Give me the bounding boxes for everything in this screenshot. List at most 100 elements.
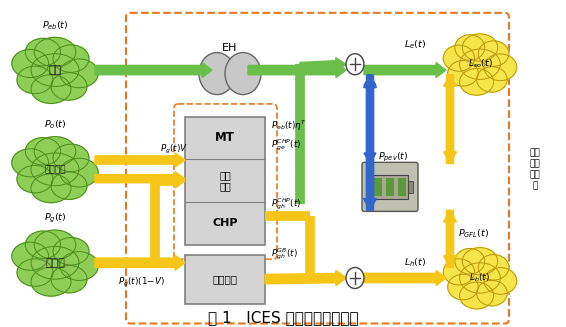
Text: $P_g(t)V$: $P_g(t)V$ [160, 143, 188, 156]
FancyBboxPatch shape [398, 178, 406, 196]
FancyArrow shape [364, 270, 446, 285]
FancyBboxPatch shape [185, 255, 265, 304]
Text: $P_{eb}(t)$: $P_{eb}(t)$ [42, 19, 68, 32]
Text: 补燃燃油: 补燃燃油 [44, 165, 66, 174]
Text: $P_{GFL}(t)$: $P_{GFL}(t)$ [458, 227, 489, 240]
Text: $L_{eo}(t)$: $L_{eo}(t)$ [468, 58, 492, 71]
FancyArrow shape [444, 75, 457, 164]
Ellipse shape [455, 35, 484, 60]
Ellipse shape [443, 259, 474, 285]
FancyArrow shape [95, 255, 185, 270]
Ellipse shape [34, 230, 76, 260]
FancyArrow shape [265, 270, 346, 286]
FancyBboxPatch shape [386, 178, 394, 196]
Text: $P_{gh}^{GB}(t)$: $P_{gh}^{GB}(t)$ [271, 247, 298, 262]
Ellipse shape [53, 144, 89, 172]
FancyArrow shape [444, 75, 457, 164]
Ellipse shape [25, 38, 61, 66]
Ellipse shape [460, 49, 500, 79]
Text: $L_h(t)$: $L_h(t)$ [469, 272, 491, 284]
Ellipse shape [484, 267, 517, 294]
Ellipse shape [34, 137, 76, 166]
Ellipse shape [12, 149, 49, 177]
Ellipse shape [51, 266, 87, 293]
Ellipse shape [460, 68, 494, 95]
Text: EH: EH [222, 43, 238, 53]
Text: $L_e(t)$: $L_e(t)$ [404, 38, 426, 51]
FancyArrow shape [155, 174, 185, 188]
FancyArrow shape [363, 76, 376, 210]
Ellipse shape [478, 255, 509, 280]
Ellipse shape [477, 280, 507, 306]
FancyArrow shape [444, 210, 457, 267]
Text: MT: MT [215, 131, 235, 145]
Ellipse shape [462, 248, 498, 275]
FancyArrow shape [95, 62, 212, 78]
Ellipse shape [478, 41, 509, 66]
Ellipse shape [17, 66, 53, 94]
FancyArrow shape [364, 62, 446, 78]
Circle shape [225, 53, 261, 95]
FancyArrow shape [363, 76, 376, 210]
Ellipse shape [12, 49, 49, 77]
Ellipse shape [51, 73, 87, 100]
FancyBboxPatch shape [362, 162, 418, 211]
Text: 余热
锅炉: 余热 锅炉 [219, 170, 231, 191]
Ellipse shape [60, 158, 98, 187]
Text: $L_h(t)$: $L_h(t)$ [404, 256, 426, 269]
FancyArrow shape [310, 271, 346, 285]
Ellipse shape [477, 67, 507, 92]
Text: 天然气: 天然气 [45, 258, 65, 268]
Ellipse shape [448, 274, 478, 300]
Ellipse shape [31, 267, 71, 296]
Ellipse shape [31, 247, 79, 279]
Ellipse shape [51, 172, 87, 199]
Ellipse shape [60, 59, 98, 88]
Ellipse shape [17, 165, 53, 193]
Text: $P_g(t)$: $P_g(t)$ [44, 212, 66, 225]
Text: 电网: 电网 [48, 65, 62, 75]
FancyBboxPatch shape [372, 175, 408, 198]
Text: 图 1   ICES 能量枢纽框架结构: 图 1 ICES 能量枢纽框架结构 [208, 310, 358, 325]
Ellipse shape [460, 263, 500, 293]
Ellipse shape [484, 54, 517, 81]
FancyArrow shape [444, 210, 457, 267]
Ellipse shape [31, 75, 71, 103]
FancyArrow shape [364, 75, 376, 164]
Text: $P_{pev}(t)$: $P_{pev}(t)$ [378, 151, 409, 164]
Ellipse shape [60, 252, 98, 281]
Ellipse shape [12, 242, 49, 270]
Text: 燃气锅炉: 燃气锅炉 [212, 274, 238, 284]
Ellipse shape [17, 259, 53, 286]
Text: 综合
需求
侧响
应: 综合 需求 侧响 应 [530, 148, 541, 191]
Ellipse shape [31, 174, 71, 203]
Text: $P_o(t)$: $P_o(t)$ [44, 119, 66, 131]
FancyArrow shape [248, 62, 346, 78]
Circle shape [346, 267, 364, 288]
FancyBboxPatch shape [185, 117, 265, 245]
Text: $P_g(t)(1\!-\!V)$: $P_g(t)(1\!-\!V)$ [118, 276, 165, 289]
Ellipse shape [455, 249, 484, 274]
Text: $P_{ge}^{CHP}(t)$: $P_{ge}^{CHP}(t)$ [271, 137, 301, 153]
FancyBboxPatch shape [374, 178, 382, 196]
Ellipse shape [31, 153, 79, 186]
Ellipse shape [443, 45, 474, 71]
Ellipse shape [25, 138, 61, 165]
Ellipse shape [34, 37, 76, 67]
Text: CHP: CHP [212, 218, 238, 229]
Ellipse shape [53, 45, 89, 72]
Ellipse shape [460, 282, 494, 309]
Ellipse shape [25, 231, 61, 259]
Ellipse shape [448, 60, 478, 86]
FancyArrow shape [95, 153, 185, 167]
Circle shape [346, 54, 364, 75]
Ellipse shape [53, 238, 89, 265]
Circle shape [199, 53, 235, 95]
Ellipse shape [462, 34, 498, 61]
Text: $P_{eb}(t)\eta^T$: $P_{eb}(t)\eta^T$ [271, 119, 307, 133]
FancyArrow shape [300, 58, 346, 72]
FancyBboxPatch shape [408, 181, 413, 193]
Ellipse shape [31, 54, 79, 86]
Text: $P_{gh}^{CHP}(t)$: $P_{gh}^{CHP}(t)$ [271, 197, 301, 212]
FancyArrow shape [364, 75, 376, 164]
